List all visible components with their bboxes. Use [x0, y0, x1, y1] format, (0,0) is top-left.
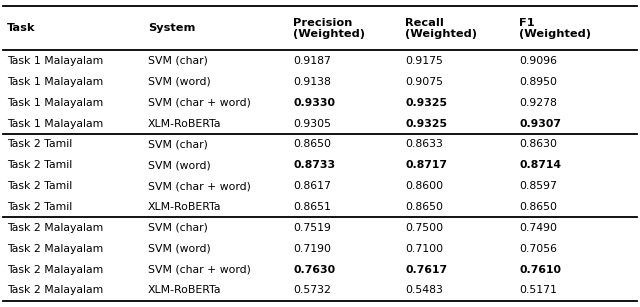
Text: 0.9305: 0.9305: [293, 119, 331, 129]
Text: Task 2 Tamil: Task 2 Tamil: [7, 181, 72, 191]
Text: Task 2 Tamil: Task 2 Tamil: [7, 202, 72, 212]
Text: Task 1 Malayalam: Task 1 Malayalam: [7, 56, 103, 66]
Text: SVM (word): SVM (word): [148, 77, 211, 87]
Text: XLM-RoBERTa: XLM-RoBERTa: [148, 286, 221, 295]
Text: 0.9075: 0.9075: [405, 77, 443, 87]
Text: 0.8717: 0.8717: [405, 160, 447, 170]
Text: 0.5483: 0.5483: [405, 286, 443, 295]
Text: 0.7610: 0.7610: [519, 265, 561, 274]
Text: 0.7490: 0.7490: [519, 223, 557, 233]
Text: Task 2 Malayalam: Task 2 Malayalam: [7, 244, 103, 254]
Text: SVM (word): SVM (word): [148, 160, 211, 170]
Text: 0.7500: 0.7500: [405, 223, 444, 233]
Text: 0.8651: 0.8651: [293, 202, 331, 212]
Text: 0.9307: 0.9307: [519, 119, 561, 129]
Text: 0.5732: 0.5732: [293, 286, 331, 295]
Text: Task: Task: [7, 23, 36, 33]
Text: Task 2 Malayalam: Task 2 Malayalam: [7, 286, 103, 295]
Text: 0.8714: 0.8714: [519, 160, 561, 170]
Text: F1
(Weighted): F1 (Weighted): [519, 17, 591, 39]
Text: 0.8597: 0.8597: [519, 181, 557, 191]
Text: 0.8650: 0.8650: [405, 202, 443, 212]
Text: 0.9096: 0.9096: [519, 56, 557, 66]
Text: SVM (char): SVM (char): [148, 56, 208, 66]
Text: 0.9330: 0.9330: [293, 98, 335, 108]
Text: 0.8630: 0.8630: [519, 139, 557, 150]
Text: 0.7056: 0.7056: [519, 244, 557, 254]
Text: 0.9187: 0.9187: [293, 56, 331, 66]
Text: 0.9138: 0.9138: [293, 77, 331, 87]
Text: 0.7100: 0.7100: [405, 244, 444, 254]
Text: 0.5171: 0.5171: [519, 286, 557, 295]
Text: Task 2 Malayalam: Task 2 Malayalam: [7, 223, 103, 233]
Text: 0.9325: 0.9325: [405, 98, 447, 108]
Text: Precision
(Weighted): Precision (Weighted): [293, 17, 365, 39]
Text: SVM (word): SVM (word): [148, 244, 211, 254]
Text: Task 2 Tamil: Task 2 Tamil: [7, 160, 72, 170]
Text: 0.8650: 0.8650: [519, 202, 557, 212]
Text: SVM (char): SVM (char): [148, 223, 208, 233]
Text: 0.7630: 0.7630: [293, 265, 335, 274]
Text: Task 2 Malayalam: Task 2 Malayalam: [7, 265, 103, 274]
Text: 0.7617: 0.7617: [405, 265, 447, 274]
Text: 0.9325: 0.9325: [405, 119, 447, 129]
Text: XLM-RoBERTa: XLM-RoBERTa: [148, 202, 221, 212]
Text: 0.8950: 0.8950: [519, 77, 557, 87]
Text: 0.8633: 0.8633: [405, 139, 443, 150]
Text: 0.7190: 0.7190: [293, 244, 331, 254]
Text: 0.9175: 0.9175: [405, 56, 443, 66]
Text: Task 2 Tamil: Task 2 Tamil: [7, 139, 72, 150]
Text: Task 1 Malayalam: Task 1 Malayalam: [7, 119, 103, 129]
Text: SVM (char): SVM (char): [148, 139, 208, 150]
Text: 0.8600: 0.8600: [405, 181, 444, 191]
Text: Task 1 Malayalam: Task 1 Malayalam: [7, 77, 103, 87]
Text: 0.8733: 0.8733: [293, 160, 335, 170]
Text: SVM (char + word): SVM (char + word): [148, 98, 251, 108]
Text: 0.8650: 0.8650: [293, 139, 331, 150]
Text: XLM-RoBERTa: XLM-RoBERTa: [148, 119, 221, 129]
Text: 0.8617: 0.8617: [293, 181, 331, 191]
Text: System: System: [148, 23, 195, 33]
Text: 0.9278: 0.9278: [519, 98, 557, 108]
Text: 0.7519: 0.7519: [293, 223, 331, 233]
Text: SVM (char + word): SVM (char + word): [148, 181, 251, 191]
Text: Task 1 Malayalam: Task 1 Malayalam: [7, 98, 103, 108]
Text: SVM (char + word): SVM (char + word): [148, 265, 251, 274]
Text: Recall
(Weighted): Recall (Weighted): [405, 17, 477, 39]
